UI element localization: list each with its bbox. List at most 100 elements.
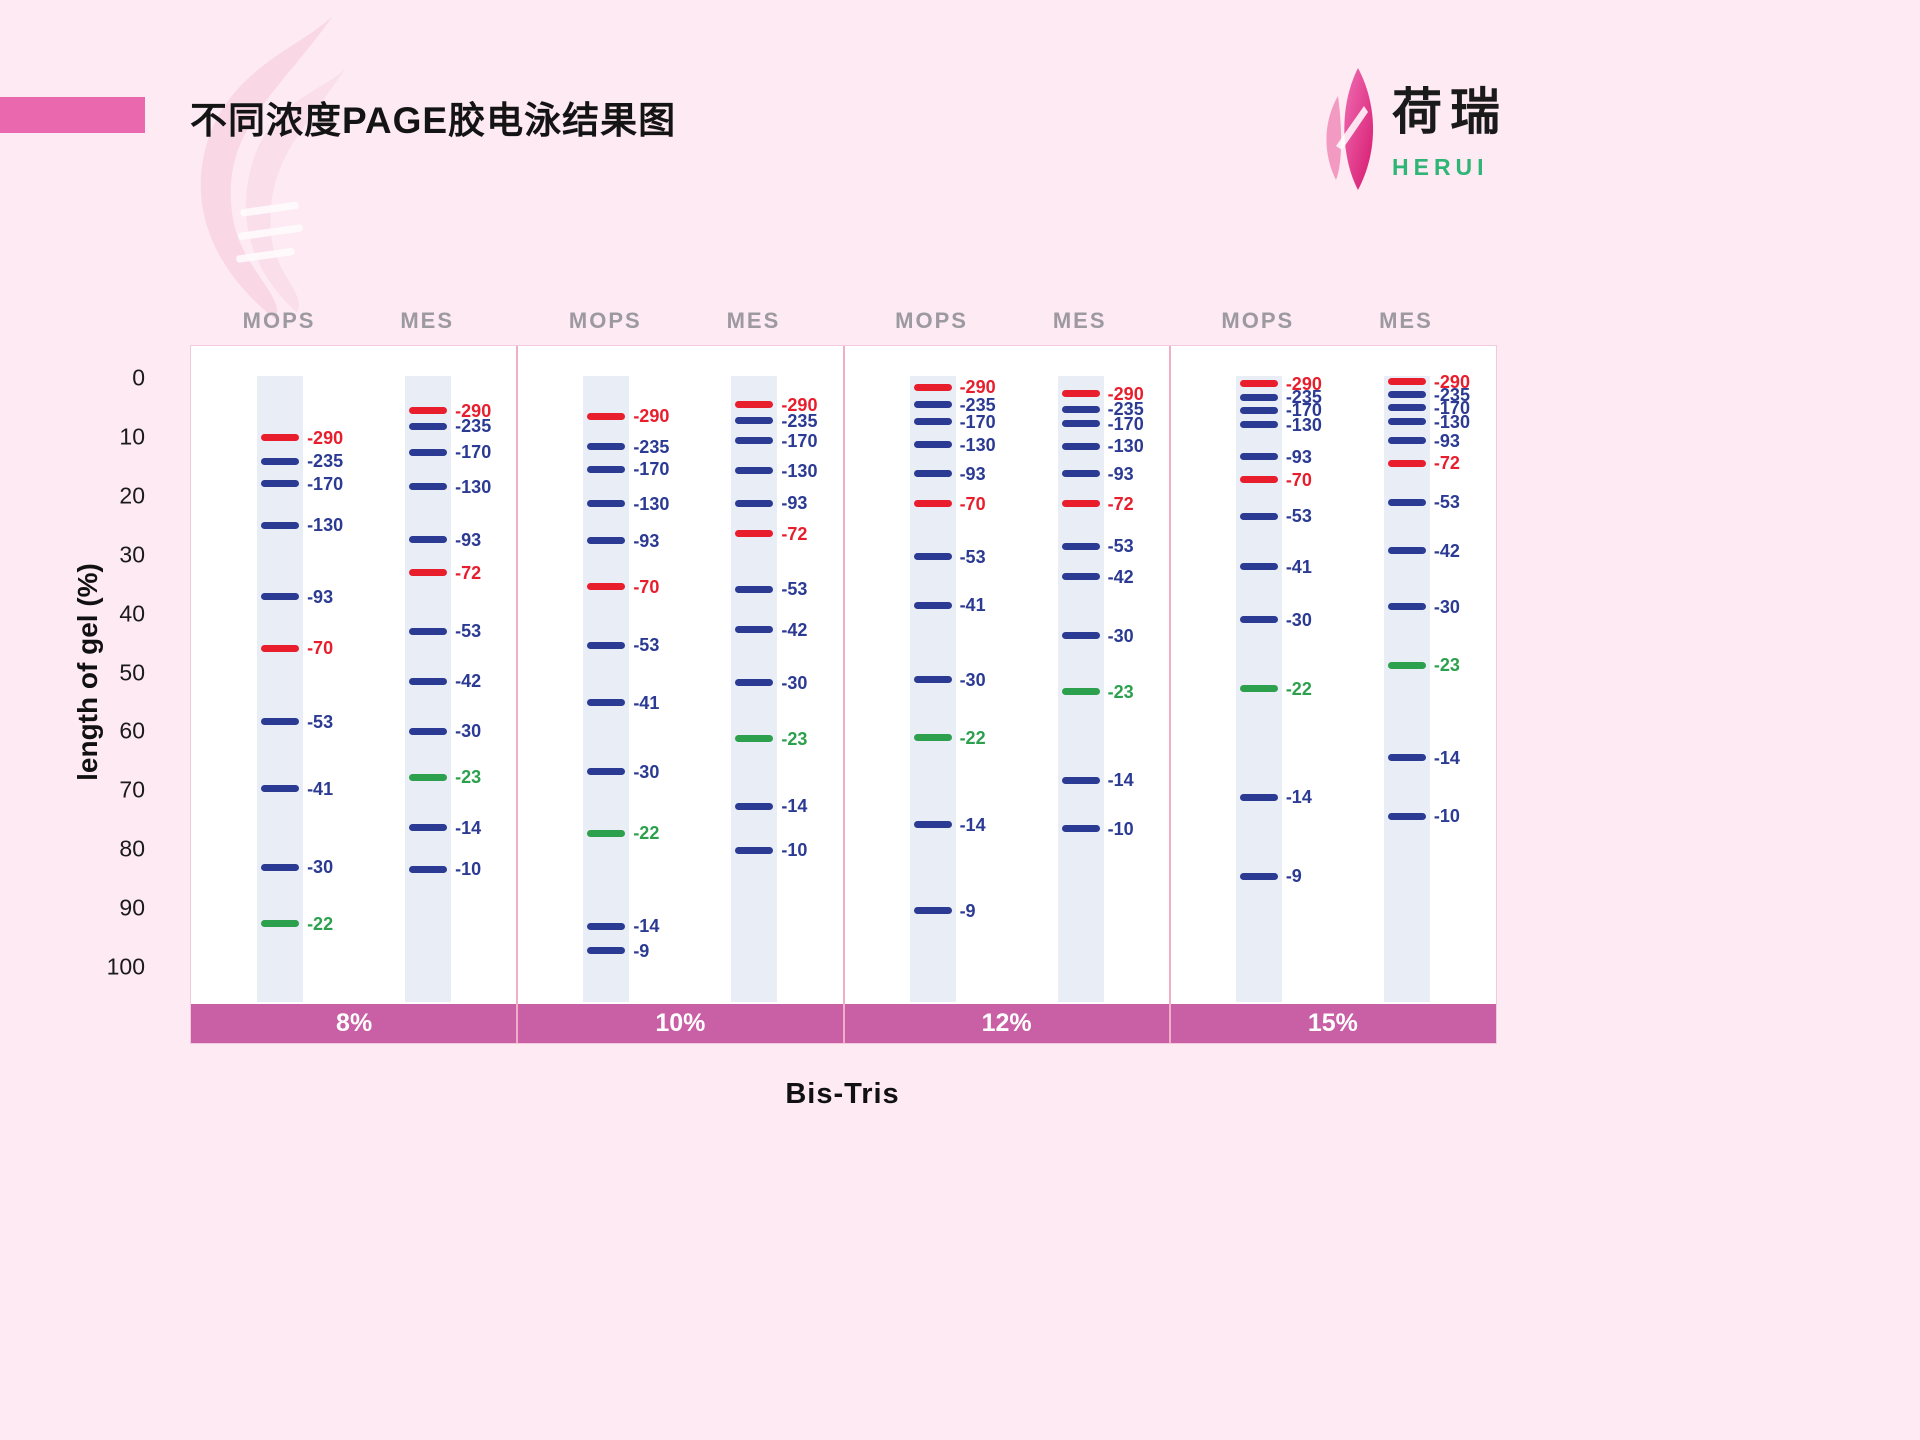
band-size-label: -22 (307, 913, 334, 934)
band-size-label: -23 (455, 767, 482, 788)
gel-band (1387, 603, 1426, 611)
group-separator (1168, 346, 1171, 1043)
gel-band (261, 785, 300, 793)
band-size-label: -10 (1107, 818, 1134, 839)
gel-band (1239, 421, 1278, 429)
band-size-label: -290 (307, 427, 344, 448)
gel-band (587, 922, 626, 930)
gel-lane-8%-mes (405, 376, 452, 1002)
band-size-label: -53 (633, 635, 660, 656)
band-size-label: -93 (1285, 446, 1312, 467)
gel-band (409, 448, 448, 456)
band-size-label: -22 (1285, 678, 1312, 699)
gel-band (1239, 793, 1278, 801)
gel-band (913, 500, 952, 508)
band-size-label: -72 (781, 523, 808, 544)
gel-band (735, 585, 774, 593)
gel-band (735, 467, 774, 475)
band-size-label: -30 (455, 721, 482, 742)
gel-band (1239, 512, 1278, 520)
gel-band (1239, 393, 1278, 401)
band-size-label: -41 (633, 692, 660, 713)
band-size-label: -290 (633, 406, 670, 427)
gel-band (409, 536, 448, 544)
gel-band (1061, 500, 1100, 508)
gel-band (587, 443, 626, 451)
band-size-label: -30 (781, 672, 808, 693)
band-size-label: -93 (1107, 463, 1134, 484)
band-size-label: -42 (781, 619, 808, 640)
left-accent-bar (0, 97, 145, 133)
band-size-label: -70 (959, 493, 986, 514)
band-size-label: -290 (455, 400, 492, 421)
gel-band (913, 907, 952, 915)
band-size-label: -42 (1433, 540, 1460, 561)
gel-band (1061, 442, 1100, 450)
gel-band (735, 401, 774, 409)
band-size-label: -10 (1433, 806, 1460, 827)
gel-band (261, 434, 300, 442)
gel-band (913, 676, 952, 684)
y-axis-tick: 80 (119, 835, 145, 862)
y-axis-tick: 30 (119, 541, 145, 568)
band-size-label: -53 (959, 546, 986, 567)
band-size-label: -130 (1433, 411, 1470, 432)
band-size-label: -14 (959, 814, 986, 835)
gel-band (1239, 872, 1278, 880)
gel-band (587, 583, 626, 591)
group-separator (516, 346, 519, 1043)
gel-band (1387, 812, 1426, 820)
gel-lane-8%-mops (257, 376, 304, 1002)
band-size-label: -93 (307, 586, 334, 607)
gel-band (261, 920, 300, 928)
gel-band (261, 593, 300, 601)
band-size-label: -30 (1433, 596, 1460, 617)
y-axis-tick: 20 (119, 482, 145, 509)
lane-header-mops: MOPS (568, 308, 642, 333)
band-size-label: -130 (959, 434, 996, 455)
band-size-label: -14 (1433, 747, 1460, 768)
band-size-label: -93 (1433, 430, 1460, 451)
lane-header-mops: MOPS (1221, 308, 1295, 333)
band-size-label: -41 (307, 778, 334, 799)
gel-band (1061, 420, 1100, 428)
band-size-label: -23 (1433, 655, 1460, 676)
gel-band (735, 802, 774, 810)
band-size-label: -9 (633, 940, 650, 961)
gel-band (409, 422, 448, 430)
gel-band (913, 553, 952, 561)
gel-band (1061, 542, 1100, 550)
gel-band (735, 417, 774, 425)
gel-band (1387, 418, 1426, 426)
lane-header-mops: MOPS (895, 308, 968, 333)
band-size-label: -70 (307, 638, 334, 659)
lane-header-mes: MES (1052, 308, 1107, 333)
gel-band (913, 441, 952, 449)
y-axis-tick: 0 (132, 364, 145, 391)
y-axis-tick: 60 (119, 717, 145, 744)
band-size-label: -93 (633, 530, 660, 551)
band-size-label: -235 (633, 436, 670, 457)
y-axis-tick: 70 (119, 776, 145, 803)
gel-band (409, 824, 448, 832)
gel-lane-12%-mops (909, 376, 956, 1002)
band-size-label: -72 (455, 562, 482, 583)
band-size-label: -93 (455, 529, 482, 550)
gel-band (587, 699, 626, 707)
y-axis-tick: 40 (119, 600, 145, 627)
gel-band (735, 679, 774, 687)
lane-header-row: MOPS MES MOPS MES MOPS MES MOPS MES (190, 308, 1495, 342)
gel-band (735, 499, 774, 507)
gel-band (1387, 378, 1426, 386)
band-size-label: -235 (307, 451, 344, 472)
band-size-label: -14 (455, 817, 482, 838)
gel-band (587, 947, 626, 955)
gel-band (735, 437, 774, 445)
band-size-label: -235 (1285, 387, 1322, 408)
gel-band (913, 401, 952, 409)
gel-band (1061, 470, 1100, 478)
band-size-label: -130 (455, 476, 492, 497)
band-size-label: -235 (959, 394, 996, 415)
band-size-label: -53 (455, 621, 482, 642)
y-axis-ticks: 0 10 20 30 40 50 60 70 80 90 100 (40, 345, 170, 1003)
